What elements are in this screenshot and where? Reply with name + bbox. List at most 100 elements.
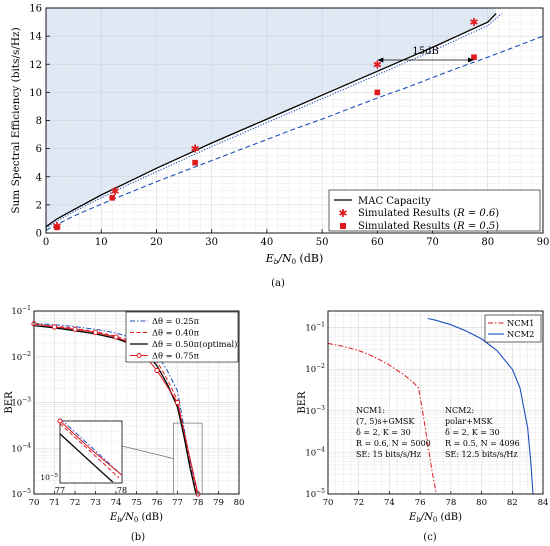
description-line: polar+MSK xyxy=(445,417,493,426)
tick-label: 10−3 xyxy=(305,405,325,417)
tick-label: 10−4 xyxy=(11,442,31,454)
tick-label: 20 xyxy=(150,237,163,248)
legend-label-r06: Simulated Results (R = 0.6) xyxy=(358,208,499,219)
x-axis-label-c: Eb/N0 (dB) xyxy=(408,512,462,524)
ncm-description-blocks: NCM1: (7, 5)s+GMSK δ = 2, K = 30 R = 0.6, N… xyxy=(356,406,520,459)
tick-label: 10 xyxy=(95,237,108,248)
tick-label: 84 xyxy=(538,498,549,508)
panel-label-a: (a) xyxy=(271,278,285,289)
tick-label: 10−2 xyxy=(11,351,31,363)
x-axis-label-b: Eb/N0 (dB) xyxy=(109,512,163,524)
legend-box xyxy=(125,311,239,363)
marker-square xyxy=(192,159,198,166)
description-line: NCM2: xyxy=(445,406,474,415)
marker-square xyxy=(374,89,381,96)
legend-label: NCM2 xyxy=(507,329,534,339)
tick-label: 82 xyxy=(507,498,518,508)
legend-label-r05: Simulated Results (R = 0.5) xyxy=(358,221,499,232)
tick-exponent: −1 xyxy=(316,322,325,329)
marker-star: ✱ xyxy=(190,143,199,156)
y-axis-label-b: BER xyxy=(4,391,15,414)
series-group-c xyxy=(327,317,534,495)
inset-series xyxy=(59,418,123,476)
tick-label: 6 xyxy=(36,144,42,155)
tick-label: 76 xyxy=(152,498,163,508)
inset-zoom-b: 77 78 10−5 xyxy=(40,418,203,495)
tick-label: 14 xyxy=(29,32,42,43)
tick-exponent: −5 xyxy=(316,488,325,495)
tick-label: 10−1 xyxy=(305,322,325,334)
legend-box xyxy=(328,189,541,232)
legend-marker xyxy=(136,353,142,358)
tick-label: 72 xyxy=(70,498,81,508)
ticks-b: 70 71 72 73 74 75 76 77 78 79 80 10−5 10−4 10 −3 10−2 10… xyxy=(11,305,244,508)
legend-label: Δθ = 0.75π xyxy=(152,351,200,361)
series-line xyxy=(427,317,534,495)
chart-panel-b: 70 71 72 73 74 75 76 77 78 79 80 10−5 10−4 10 −3 10−2 10… xyxy=(4,305,244,543)
marker-circle xyxy=(72,326,78,332)
chart-panel-a: ✱ ✱ ✱ ✱ ✱ 0 10 20 30 40 50 60 70 80 90 0 2 4 6 8 10 12 14 16 1… xyxy=(10,4,549,290)
inset-series xyxy=(59,423,120,479)
tick-label: 50 xyxy=(316,237,329,248)
description-line: δ = 2, K = 30 xyxy=(356,428,411,437)
description-line: SE: 12.5 bits/s/Hz xyxy=(445,450,518,459)
description-line: δ = 2, K = 30 xyxy=(445,428,500,437)
inset-tick-label: 10−5 xyxy=(40,473,58,482)
legend-label: NCM1 xyxy=(507,318,534,328)
tick-label: 74 xyxy=(111,498,122,508)
series-group-a: ✱ ✱ ✱ ✱ ✱ xyxy=(45,13,544,233)
panel-label-b: (b) xyxy=(131,532,145,543)
zoom-connector xyxy=(121,445,174,459)
tick-exponent: −3 xyxy=(22,397,31,404)
tick-label: 76 xyxy=(415,498,426,508)
tick-exponent: −2 xyxy=(316,363,325,370)
legend-swatch-square xyxy=(340,223,346,229)
tick-exponent: −5 xyxy=(22,488,31,495)
tick-label: 10 xyxy=(29,88,42,99)
tick-label: 74 xyxy=(384,498,395,508)
tick-label: 80 xyxy=(481,237,494,248)
tick-label: 10−2 xyxy=(305,363,325,375)
annotation-label: 15dB xyxy=(412,46,438,57)
x-axis-label-a: Eb/N0 (dB) xyxy=(265,252,324,266)
tick-exponent: −3 xyxy=(316,405,325,412)
tick-label: 71 xyxy=(49,498,60,508)
inset-series xyxy=(59,420,123,476)
marker-star: ✱ xyxy=(373,58,382,71)
annotation-15db: 15dB xyxy=(377,46,474,63)
series-line xyxy=(45,13,497,228)
tick-exponent: −4 xyxy=(22,442,31,449)
tick-label: 80 xyxy=(234,498,245,508)
legend-a: MAC Capacity ✱ Simulated Results (R = 0.… xyxy=(328,189,541,232)
ticks-a: 0 10 20 30 40 50 60 70 80 90 0 2 4 6 8 10 12 14 16 xyxy=(29,4,549,249)
legend-box xyxy=(484,314,542,343)
tick-label: 10−1 xyxy=(11,305,31,317)
marker-circle xyxy=(92,329,99,336)
arrowhead-right xyxy=(467,57,474,63)
legend-label-mac: MAC Capacity xyxy=(358,196,431,207)
tick-label: 78 xyxy=(445,498,456,508)
tick-label: 2 xyxy=(36,200,42,211)
description-line: (7, 5)s+GMSK xyxy=(356,417,415,426)
legend-label: Δθ = 0.40π xyxy=(152,328,200,338)
marker-circle xyxy=(154,367,160,374)
marker-circle xyxy=(174,399,181,406)
tick-label: 72 xyxy=(353,498,364,508)
tick-label: 79 xyxy=(213,498,224,508)
inset-tick-label: 77 xyxy=(55,486,65,495)
grid-c xyxy=(327,311,544,495)
tick-label: 90 xyxy=(537,237,550,248)
tick-label: 16 xyxy=(29,4,42,15)
tick-exponent: −2 xyxy=(22,351,31,358)
tick-label: 8 xyxy=(36,116,42,127)
description-line: R = 0.6, N = 5000 xyxy=(356,439,431,448)
tick-label: 80 xyxy=(476,498,487,508)
description-line: R = 0.5, N = 4096 xyxy=(445,439,520,448)
tick-label: 60 xyxy=(371,237,384,248)
inset-series xyxy=(59,433,114,483)
series-line xyxy=(45,35,544,231)
